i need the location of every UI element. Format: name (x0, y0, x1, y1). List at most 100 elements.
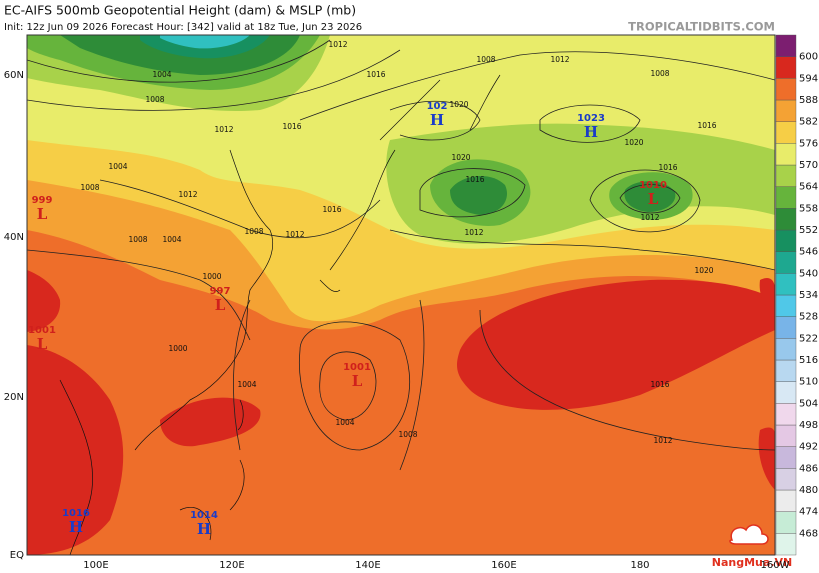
isobar-label: 1000 (168, 344, 187, 353)
isobar-label: 1008 (244, 227, 263, 236)
pressure-value: 102 (427, 101, 448, 112)
latitude-label: 40N (4, 232, 24, 243)
watermark: NangMua.VN (712, 556, 792, 569)
colorbar-label: 504 (799, 398, 818, 409)
map-title: EC-AIFS 500mb Geopotential Height (dam) … (4, 3, 356, 18)
colorbar-band (775, 78, 797, 101)
isobar-label: 1008 (145, 95, 164, 104)
pressure-value: 999 (32, 195, 53, 206)
colorbar-band (775, 338, 797, 361)
colorbar-band (775, 403, 797, 426)
colorbar-label: 546 (799, 247, 818, 258)
colorbar-label: 588 (799, 95, 818, 106)
colorbar-label: 594 (799, 73, 818, 84)
pressure-center: H (197, 520, 211, 538)
pressure-center: L (37, 205, 48, 223)
colorbar-band (775, 121, 797, 144)
isobar-label: 1012 (640, 213, 659, 222)
colorbar-band (775, 251, 797, 274)
isobar-label: 1016 (465, 175, 484, 184)
isobar-label: 1012 (285, 230, 304, 239)
pressure-value: 1023 (577, 113, 605, 124)
pressure-center: L (37, 335, 48, 353)
longitude-label: 140E (355, 560, 380, 571)
colorbar-band (775, 99, 797, 122)
colorbar-band (775, 511, 797, 534)
colorbar-band (775, 208, 797, 231)
isobar-label: 1012 (328, 40, 347, 49)
isobar-label: 1012 (464, 228, 483, 237)
pressure-center: L (352, 372, 363, 390)
isobar-label: 1012 (214, 125, 233, 134)
longitude-label: 100E (83, 560, 108, 571)
isobar-label: 1016 (322, 205, 341, 214)
pressure-center: H (430, 111, 444, 129)
colorbar-band (775, 359, 797, 382)
colorbar-label: 468 (799, 528, 818, 539)
longitude-label: 160W (761, 560, 790, 571)
pressure-value: 1001 (28, 325, 56, 336)
colorbar-label: 528 (799, 312, 818, 323)
isobar-label: 1016 (697, 121, 716, 130)
colorbar-label: 570 (799, 160, 818, 171)
isobar-label: 1016 (650, 380, 669, 389)
watermark-icon (729, 524, 769, 545)
isobar-label: 1008 (650, 69, 669, 78)
isobar-label: 1020 (694, 266, 713, 275)
colorbar-label: 552 (799, 225, 818, 236)
colorbar-label: 522 (799, 333, 818, 344)
colorbar-band (775, 34, 797, 57)
isobar-label: 1008 (80, 183, 99, 192)
colorbar-band (775, 56, 797, 79)
height-field (27, 35, 775, 555)
pressure-center: L (648, 190, 659, 208)
colorbar-label: 600 (799, 52, 818, 63)
map-frame (26, 34, 776, 556)
pressure-value: 997 (210, 286, 231, 297)
colorbar-label: 576 (799, 138, 818, 149)
pressure-center: H (584, 123, 598, 141)
colorbar-label: 492 (799, 442, 818, 453)
isobar-label: 1004 (237, 380, 256, 389)
colorbar-band (775, 186, 797, 209)
isobar-label: 1020 (449, 100, 468, 109)
isobar-label: 1004 (108, 162, 127, 171)
colorbar-band (775, 229, 797, 252)
pressure-center: H (69, 518, 83, 536)
isobar-label: 1004 (162, 235, 181, 244)
isobar-label: 1008 (128, 235, 147, 244)
longitude-label: 160E (491, 560, 516, 571)
colorbar-band (775, 164, 797, 187)
isobar-label: 1016 (282, 122, 301, 131)
colorbar-band (775, 468, 797, 491)
isobar-label: 1016 (366, 70, 385, 79)
pressure-value: 1016 (62, 508, 90, 519)
isobar-label: 1004 (335, 418, 354, 427)
colorbar-band (775, 533, 797, 556)
pressure-center: L (215, 296, 226, 314)
latitude-label: 60N (4, 70, 24, 81)
isobar-label: 1020 (451, 153, 470, 162)
colorbar-band (775, 446, 797, 469)
colorbar-band (775, 316, 797, 339)
colorbar-band (775, 489, 797, 512)
colorbar-band (775, 424, 797, 447)
isobar-label: 1004 (152, 70, 171, 79)
colorbar-label: 474 (799, 507, 818, 518)
longitude-label: 120E (219, 560, 244, 571)
colorbar-label: 534 (799, 290, 818, 301)
colorbar-label: 480 (799, 485, 818, 496)
isobar-label: 1012 (653, 436, 672, 445)
colorbar-band (775, 143, 797, 166)
pressure-value: 1010 (639, 180, 667, 191)
colorbar-label: 486 (799, 463, 818, 474)
map-subtitle: Init: 12z Jun 09 2026 Forecast Hour: [34… (4, 22, 362, 33)
pressure-value: 1001 (343, 362, 371, 373)
isobar-label: 1016 (658, 163, 677, 172)
colorbar-label: 498 (799, 420, 818, 431)
credit: TROPICALTIDBITS.COM (628, 20, 775, 34)
latitude-label: 20N (4, 392, 24, 403)
isobar-label: 1000 (202, 272, 221, 281)
colorbar-band (775, 294, 797, 317)
